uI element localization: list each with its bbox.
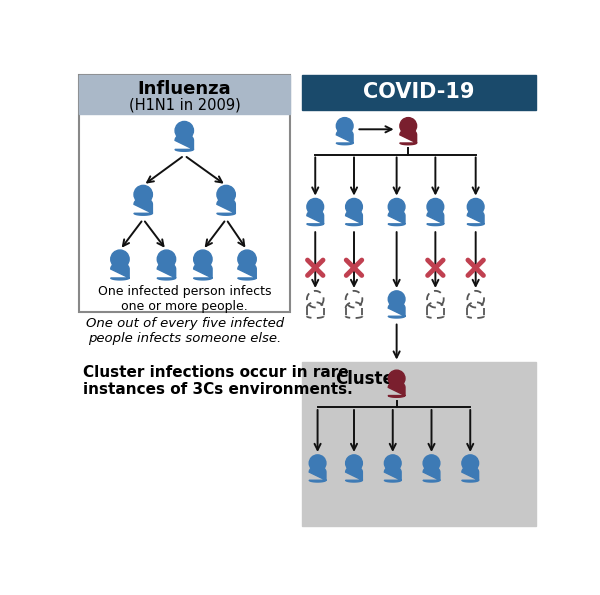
Circle shape xyxy=(346,199,362,215)
Polygon shape xyxy=(400,129,416,145)
Polygon shape xyxy=(307,210,323,226)
Circle shape xyxy=(385,455,401,471)
Circle shape xyxy=(194,250,212,268)
Polygon shape xyxy=(427,210,444,226)
Text: One infected person infects
one or more people.: One infected person infects one or more … xyxy=(98,284,271,312)
Circle shape xyxy=(400,118,416,134)
Polygon shape xyxy=(388,210,405,226)
Polygon shape xyxy=(309,466,326,482)
Polygon shape xyxy=(194,262,212,280)
Circle shape xyxy=(467,199,484,215)
Circle shape xyxy=(134,186,152,203)
Circle shape xyxy=(238,250,256,268)
Bar xyxy=(302,75,536,110)
Polygon shape xyxy=(346,210,362,226)
Circle shape xyxy=(346,455,362,471)
Circle shape xyxy=(307,199,323,215)
Text: COVID-19: COVID-19 xyxy=(364,82,475,102)
Circle shape xyxy=(427,199,444,215)
Bar xyxy=(79,75,290,114)
Polygon shape xyxy=(217,198,235,215)
Text: Cluster: Cluster xyxy=(335,371,402,389)
Circle shape xyxy=(309,455,326,471)
Text: One out of every five infected
people infects someone else.: One out of every five infected people in… xyxy=(86,317,284,345)
Polygon shape xyxy=(111,262,129,280)
Text: (H1N1 in 2009): (H1N1 in 2009) xyxy=(129,97,241,112)
Polygon shape xyxy=(388,302,405,318)
Circle shape xyxy=(217,186,235,203)
Circle shape xyxy=(157,250,176,268)
Circle shape xyxy=(388,291,405,308)
Circle shape xyxy=(388,199,405,215)
Circle shape xyxy=(337,118,353,134)
Circle shape xyxy=(111,250,129,268)
Text: Cluster infections occur in rare
instances of 3Cs environments.: Cluster infections occur in rare instanc… xyxy=(83,365,353,397)
Polygon shape xyxy=(467,210,484,226)
Polygon shape xyxy=(238,262,256,280)
Circle shape xyxy=(388,370,405,387)
Polygon shape xyxy=(157,262,176,280)
Polygon shape xyxy=(423,466,440,482)
Polygon shape xyxy=(462,466,479,482)
Polygon shape xyxy=(385,466,401,482)
Polygon shape xyxy=(134,198,152,215)
Text: Influenza: Influenza xyxy=(138,80,232,98)
Bar xyxy=(79,75,290,312)
Circle shape xyxy=(462,455,479,471)
Circle shape xyxy=(175,121,193,140)
Polygon shape xyxy=(175,134,193,151)
Polygon shape xyxy=(388,381,405,397)
Bar xyxy=(302,362,536,526)
Polygon shape xyxy=(346,466,362,482)
Circle shape xyxy=(423,455,440,471)
Polygon shape xyxy=(337,129,353,145)
